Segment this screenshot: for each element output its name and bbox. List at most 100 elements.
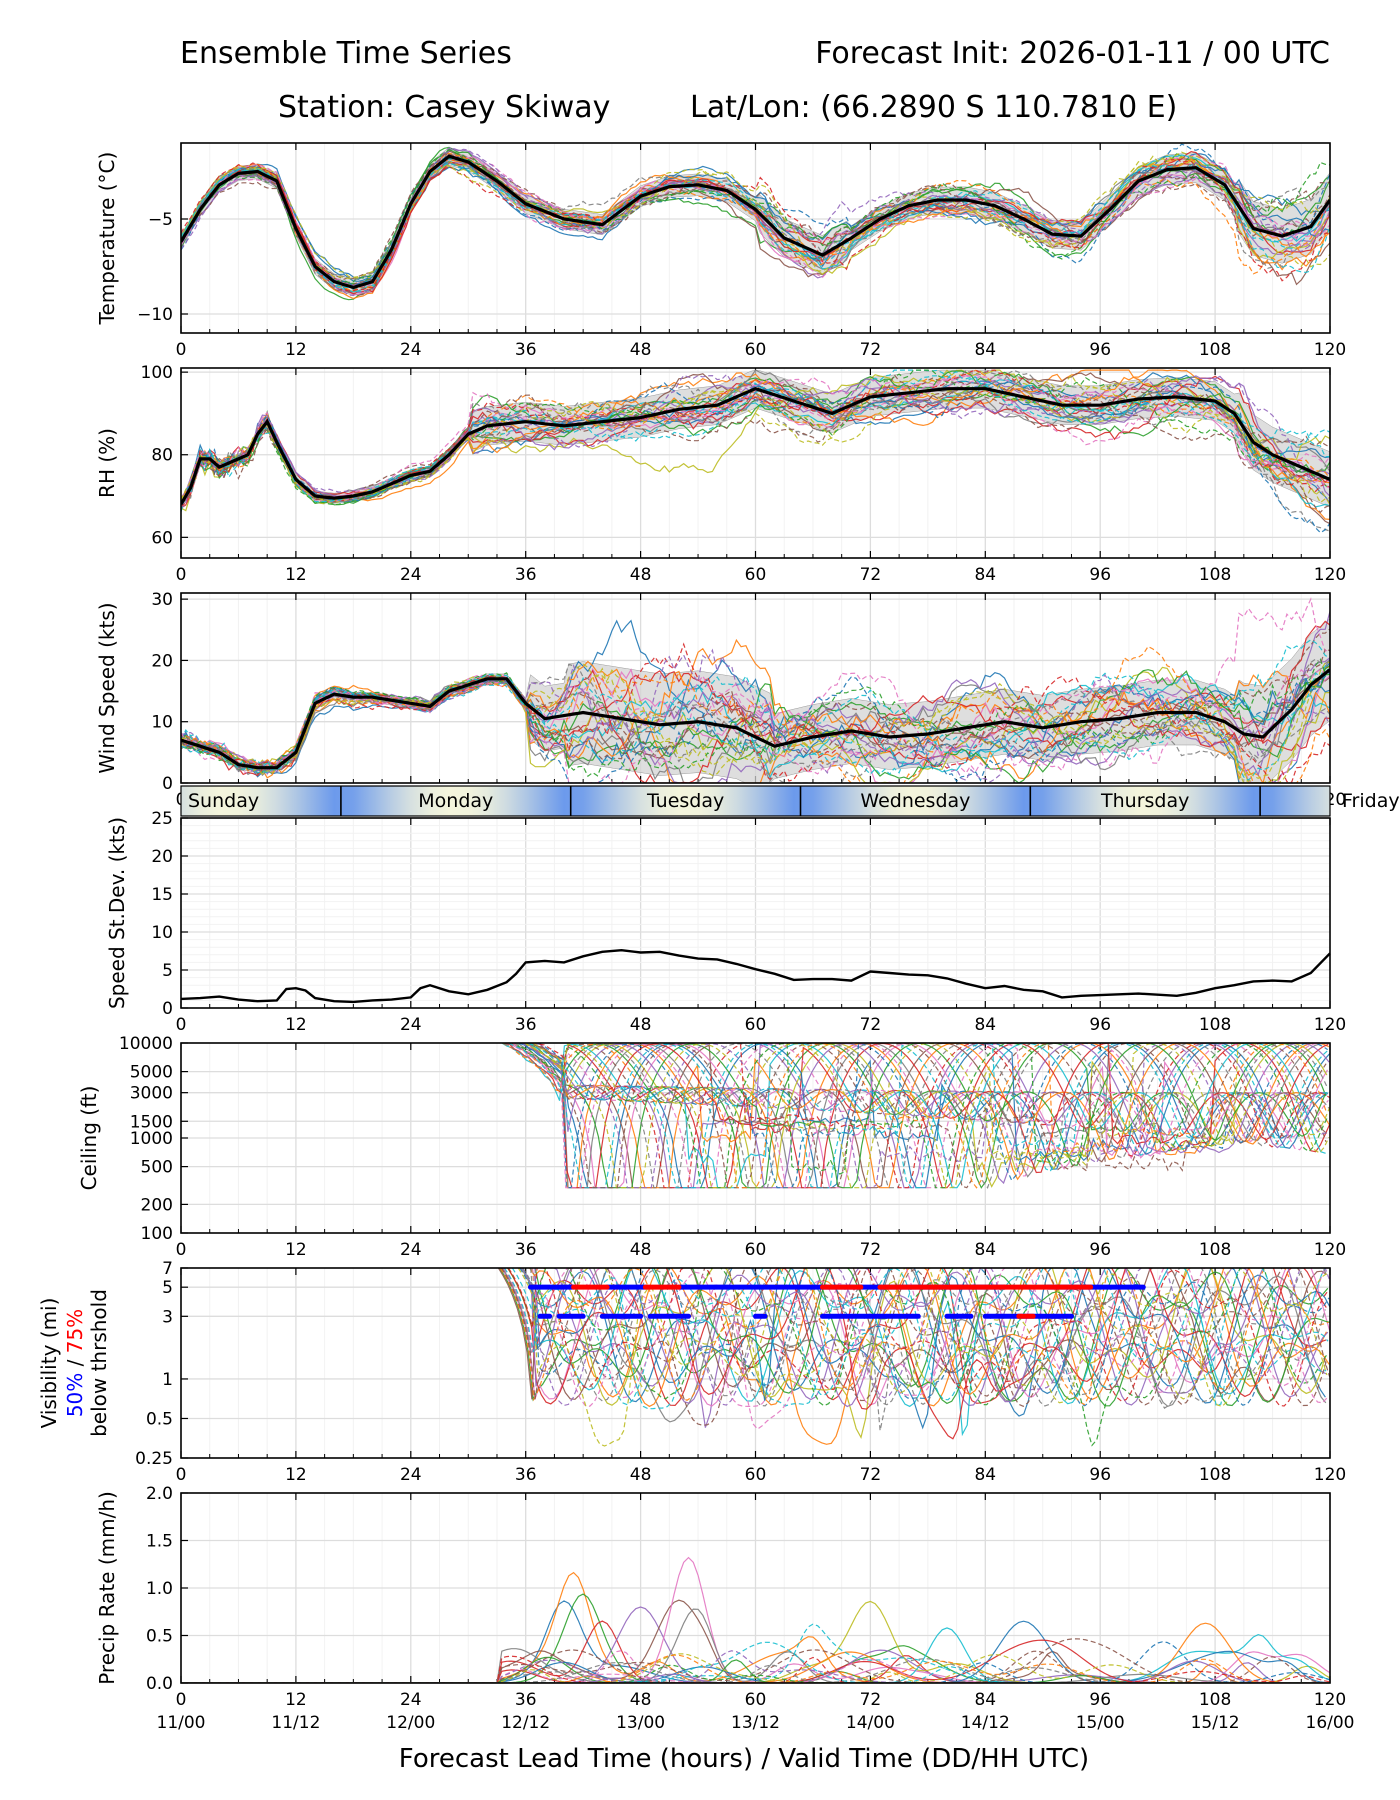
x-tick-label: 24 <box>400 565 422 585</box>
x-tick-label: 72 <box>860 1465 882 1485</box>
wind_speed-member-line <box>181 648 1330 783</box>
valid-time-label: 14/00 <box>846 1713 895 1733</box>
x-tick-label: 108 <box>1199 565 1231 585</box>
temperature-panel: −10 −5 0 12 24 36 48 60 72 84 96 108 120 Temperature … <box>95 142 1346 360</box>
y-tick-label: −10 <box>137 305 173 325</box>
x-tick-label: 0 <box>176 1465 187 1485</box>
x-tick-label: 72 <box>860 1015 882 1035</box>
ceiling-member-line <box>511 1043 1327 1189</box>
x-tick-label: 12 <box>285 1240 307 1260</box>
x-tick-label: 108 <box>1199 1465 1231 1485</box>
day-label-sunday: Sunday <box>188 790 259 812</box>
x-tick-label: 72 <box>860 1240 882 1260</box>
wind_speed-mean-line <box>181 668 1330 770</box>
y-tick-label: 0 <box>162 999 173 1019</box>
ceiling-member-line <box>528 1043 1329 1189</box>
x-tick-label: 12 <box>285 565 307 585</box>
precip-member-line <box>181 1650 1330 1683</box>
visibility-member-line <box>507 1268 1328 1447</box>
x-tick-label: 108 <box>1199 1690 1231 1710</box>
y-tick-label: 10000 <box>119 1034 173 1054</box>
x-tick-label: 72 <box>860 340 882 360</box>
wind_speed-member-line <box>181 667 1330 783</box>
temperature-plot-area <box>181 143 1330 301</box>
x-tick-label: 24 <box>400 1690 422 1710</box>
visibility-member-line <box>500 1268 1330 1426</box>
x-tick-label: 36 <box>515 1690 537 1710</box>
ceiling-axis-label: Ceiling (ft) <box>77 1086 101 1191</box>
panel-border <box>180 1042 1331 1234</box>
y-tick-label: 10 <box>151 713 173 733</box>
x-tick-label: 0 <box>176 565 187 585</box>
ceiling-member-line <box>524 1043 1330 1189</box>
y-tick-label: 15 <box>151 885 173 905</box>
valid-time-label: 15/00 <box>1076 1713 1125 1733</box>
x-tick-label: 36 <box>515 340 537 360</box>
wind_speed-member-line <box>181 638 1330 780</box>
visibility-member-line <box>501 1268 1327 1423</box>
x-tick-label: 12 <box>285 1465 307 1485</box>
x-tick-label: 96 <box>1089 1240 1111 1260</box>
precip-member-line <box>181 1655 1330 1683</box>
visibility-threshold-legend: 50% / 75% <box>63 1309 87 1417</box>
visibility-member-line <box>519 1268 1330 1407</box>
wind_speed-member-line <box>181 642 1330 783</box>
y-tick-label: −5 <box>148 210 173 230</box>
x-tick-label: 84 <box>974 1465 996 1485</box>
x-tick-label: 108 <box>1199 1240 1231 1260</box>
valid-time-label: 16/00 <box>1306 1713 1355 1733</box>
x-tick-label: 96 <box>1089 1465 1111 1485</box>
x-tick-label: 0 <box>176 1015 187 1035</box>
y-tick-label: 80 <box>151 446 173 466</box>
y-tick-label: 0.25 <box>135 1449 173 1469</box>
x-axis-label: Forecast Lead Time (hours) / Valid Time … <box>399 1744 1089 1774</box>
visibility-member-line <box>511 1268 1327 1407</box>
ceiling-member-line <box>521 1043 1327 1189</box>
day-label-friday: Friday <box>1342 790 1400 812</box>
station-label: Station: Casey Skiway <box>278 90 610 125</box>
y-tick-label: 1500 <box>130 1112 173 1132</box>
x-tick-label: 120 <box>1314 340 1346 360</box>
temperature-member-line <box>181 149 1330 284</box>
precip-member-line <box>181 1620 1330 1683</box>
rh-member-line <box>181 369 1330 520</box>
visibility-member-line <box>503 1268 1328 1407</box>
visibility-member-line <box>507 1268 1328 1407</box>
temperature-axis-label: Temperature (°C) <box>95 152 119 326</box>
y-tick-label: 7 <box>162 1259 173 1279</box>
precip-member-line <box>181 1653 1330 1683</box>
x-tick-label: 24 <box>400 1465 422 1485</box>
x-tick-label: 120 <box>1314 1465 1346 1485</box>
x-tick-label: 120 <box>1314 565 1346 585</box>
temperature-member-line <box>181 162 1330 290</box>
x-tick-label: 84 <box>974 1690 996 1710</box>
wind_speed-member-line <box>181 667 1330 780</box>
wind_speed-member-line <box>181 639 1330 774</box>
day-label-wednesday: Wednesday <box>860 790 970 812</box>
x-tick-label: 36 <box>515 1465 537 1485</box>
y-tick-label: 1.0 <box>146 1579 173 1599</box>
y-tick-label: 10 <box>151 923 173 943</box>
ceiling-member-line <box>512 1043 1328 1189</box>
x-tick-label: 84 <box>974 1240 996 1260</box>
y-tick-label: 200 <box>141 1195 173 1215</box>
speed-stdev-line <box>180 948 1331 1004</box>
wind_speed-member-line <box>181 645 1330 783</box>
wind_speed-member-line <box>181 670 1330 783</box>
valid-time-label: 12/00 <box>386 1713 435 1733</box>
ceiling-member-line <box>513 1043 1329 1189</box>
x-tick-label: 60 <box>745 1690 767 1710</box>
x-tick-label: 120 <box>1314 1240 1346 1260</box>
panel-border <box>180 367 1331 559</box>
x-tick-label: 60 <box>745 340 767 360</box>
visibility-plot-area <box>497 1268 1330 1447</box>
x-tick-label: 84 <box>974 1015 996 1035</box>
valid-time-label: 13/00 <box>616 1713 665 1733</box>
x-tick-label: 96 <box>1089 1690 1111 1710</box>
rh-member-line <box>181 376 1330 507</box>
x-tick-label: 48 <box>630 1240 652 1260</box>
x-tick-label: 0 <box>176 1690 187 1710</box>
y-tick-label: 5 <box>162 1278 173 1298</box>
